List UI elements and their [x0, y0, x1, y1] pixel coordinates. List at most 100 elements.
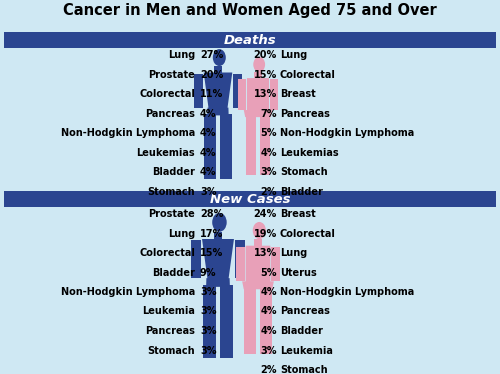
Text: 9%: 9%	[200, 267, 216, 278]
Text: Non-Hodgkin Lymphoma: Non-Hodgkin Lymphoma	[280, 128, 414, 138]
Text: Uterus: Uterus	[280, 267, 317, 278]
Polygon shape	[247, 78, 269, 111]
Text: Breast: Breast	[280, 209, 316, 219]
Text: 7%: 7%	[260, 108, 277, 119]
Text: Stomach: Stomach	[280, 365, 328, 374]
Polygon shape	[204, 73, 233, 109]
Polygon shape	[191, 240, 202, 278]
Text: Colorectal: Colorectal	[280, 229, 336, 239]
Text: 4%: 4%	[260, 287, 277, 297]
FancyBboxPatch shape	[254, 239, 262, 246]
Polygon shape	[246, 116, 256, 175]
Text: 4%: 4%	[200, 167, 216, 177]
Text: 13%: 13%	[254, 89, 277, 99]
Text: 28%: 28%	[200, 209, 224, 219]
Ellipse shape	[254, 57, 265, 72]
FancyBboxPatch shape	[4, 191, 496, 207]
Text: 24%: 24%	[254, 209, 277, 219]
Text: Prostate: Prostate	[148, 209, 195, 219]
Text: 4%: 4%	[200, 128, 216, 138]
Ellipse shape	[212, 213, 226, 232]
Text: 3%: 3%	[200, 326, 216, 336]
Text: 13%: 13%	[254, 248, 277, 258]
Text: Leukemias: Leukemias	[136, 147, 195, 157]
Polygon shape	[260, 288, 272, 354]
Polygon shape	[204, 114, 216, 179]
Text: Non-Hodgkin Lymphoma: Non-Hodgkin Lymphoma	[61, 287, 195, 297]
Text: 19%: 19%	[254, 229, 277, 239]
Text: Non-Hodgkin Lymphoma: Non-Hodgkin Lymphoma	[280, 287, 414, 297]
Text: 3%: 3%	[200, 187, 216, 196]
Polygon shape	[202, 239, 234, 280]
Text: Pancreas: Pancreas	[145, 108, 195, 119]
Polygon shape	[238, 79, 246, 110]
Text: 4%: 4%	[200, 147, 216, 157]
Text: Pancreas: Pancreas	[280, 108, 330, 119]
Text: New Cases: New Cases	[210, 193, 290, 205]
Text: Lung: Lung	[280, 248, 307, 258]
Polygon shape	[234, 240, 245, 278]
Polygon shape	[244, 110, 272, 117]
Text: Stomach: Stomach	[280, 167, 328, 177]
Polygon shape	[220, 114, 232, 179]
Polygon shape	[246, 246, 270, 283]
Text: Leukemia: Leukemia	[280, 346, 333, 356]
Text: Colorectal: Colorectal	[139, 89, 195, 99]
Polygon shape	[270, 79, 278, 110]
Text: 15%: 15%	[254, 70, 277, 80]
Text: 11%: 11%	[200, 89, 223, 99]
Text: Non-Hodgkin Lymphoma: Non-Hodgkin Lymphoma	[61, 128, 195, 138]
Polygon shape	[220, 285, 233, 358]
Polygon shape	[203, 285, 216, 358]
Text: Cancer in Men and Women Aged 75 and Over: Cancer in Men and Women Aged 75 and Over	[63, 3, 437, 18]
Text: Prostate: Prostate	[148, 70, 195, 80]
Text: Bladder: Bladder	[152, 167, 195, 177]
Text: Lung: Lung	[280, 50, 307, 60]
Text: Stomach: Stomach	[148, 346, 195, 356]
Text: Bladder: Bladder	[152, 267, 195, 278]
FancyBboxPatch shape	[214, 232, 222, 239]
Polygon shape	[206, 278, 230, 287]
Polygon shape	[244, 288, 256, 354]
Text: 4%: 4%	[260, 326, 277, 336]
Polygon shape	[194, 74, 203, 108]
Text: Bladder: Bladder	[280, 187, 323, 196]
Text: Leukemias: Leukemias	[280, 147, 338, 157]
Polygon shape	[242, 281, 274, 289]
Text: 17%: 17%	[200, 229, 223, 239]
Text: 2%: 2%	[260, 365, 277, 374]
FancyBboxPatch shape	[254, 72, 262, 78]
Text: Leukemia: Leukemia	[142, 307, 195, 316]
Text: 20%: 20%	[200, 70, 223, 80]
Text: 3%: 3%	[260, 346, 277, 356]
Polygon shape	[208, 108, 229, 116]
Text: 3%: 3%	[200, 346, 216, 356]
Text: 3%: 3%	[260, 167, 277, 177]
Text: 27%: 27%	[200, 50, 223, 60]
Text: Breast: Breast	[280, 89, 316, 99]
Polygon shape	[260, 116, 270, 175]
Text: 3%: 3%	[200, 287, 216, 297]
Text: Lung: Lung	[168, 229, 195, 239]
Text: Deaths: Deaths	[224, 34, 276, 46]
FancyBboxPatch shape	[4, 32, 496, 48]
Polygon shape	[236, 247, 245, 281]
Ellipse shape	[213, 49, 226, 66]
Text: Colorectal: Colorectal	[139, 248, 195, 258]
Text: 4%: 4%	[260, 307, 277, 316]
Text: 20%: 20%	[254, 50, 277, 60]
Polygon shape	[233, 74, 242, 108]
Text: 15%: 15%	[200, 248, 223, 258]
Text: 4%: 4%	[200, 108, 216, 119]
Text: Pancreas: Pancreas	[145, 326, 195, 336]
Text: 5%: 5%	[260, 267, 277, 278]
Text: 5%: 5%	[260, 128, 277, 138]
Text: Colorectal: Colorectal	[280, 70, 336, 80]
Ellipse shape	[252, 222, 266, 239]
Text: Stomach: Stomach	[148, 187, 195, 196]
Text: Bladder: Bladder	[280, 326, 323, 336]
Text: Lung: Lung	[168, 50, 195, 60]
FancyBboxPatch shape	[214, 66, 222, 73]
Polygon shape	[271, 247, 280, 281]
Text: 4%: 4%	[260, 147, 277, 157]
